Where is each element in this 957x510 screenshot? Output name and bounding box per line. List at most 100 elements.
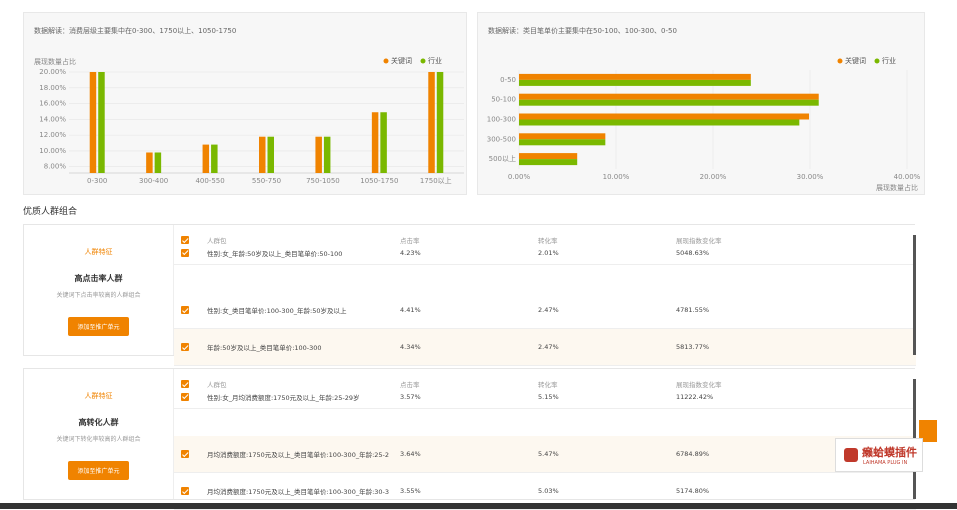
x-axis-label: 展现数量占比 [876, 183, 918, 192]
cell: 4.23% [400, 248, 421, 257]
checkbox [181, 306, 189, 314]
header-cell: 展现指数变化率 [676, 381, 722, 389]
y-tick-label: 8.00% [44, 163, 67, 171]
x-tick-label: 10.00% [603, 173, 630, 181]
feature-label: 人群特征 [84, 248, 113, 256]
checkbox [181, 380, 189, 388]
bar [436, 72, 444, 173]
bar [146, 152, 153, 173]
bar [519, 133, 606, 140]
x-tick-label: 400-550 [195, 177, 224, 185]
table-header: 人群包 点击率 转化率 展现指数变化率 [174, 369, 916, 399]
bar [519, 159, 578, 166]
feature-label: 人群特征 [84, 392, 113, 400]
group-description: 关键词下转化率较高的人群组合 [56, 436, 141, 443]
section-title: 优质人群组合 [23, 207, 78, 217]
bar [211, 144, 218, 173]
x-tick-label: 750-1050 [306, 177, 340, 185]
cell: 性别:女_类目笔单价:100-300_年龄:50岁及以上 [207, 307, 347, 315]
group-info: 人群特征 高点击率人群 关键词下点击率较高的人群组合 添加至推广单元 [24, 225, 173, 355]
checkbox [181, 487, 189, 495]
cell: 5174.80% [676, 487, 710, 495]
y-tick-label: 16.00% [39, 100, 66, 108]
bar [323, 136, 331, 173]
table-row: 性别:女_年龄:50岁及以上_类目笔单价:50-100 4.23% 2.01% 504… [174, 241, 916, 265]
legend-swatch [420, 58, 426, 64]
crowd-table: 人群包 点击率 转化率 展现指数变化率 性别:女_年龄:50岁及以上_类目笔单价:50-… [173, 225, 916, 366]
bar [519, 153, 578, 160]
y-tick-label: 12.00% [39, 131, 66, 139]
bar [519, 113, 810, 120]
bar [315, 136, 322, 173]
y-tick-label: 0-50 [500, 76, 516, 84]
bar [259, 136, 266, 173]
plugin-badge[interactable]: 癞蛤蟆插件 LAIHAMA PLUG IN [835, 438, 923, 472]
y-tick-label: 20.00% [39, 68, 66, 76]
group-info: 人群特征 高转化人群 关键词下转化率较高的人群组合 添加至推广单元 [24, 369, 173, 499]
bar [380, 112, 387, 173]
checkbox [181, 236, 189, 244]
bar [267, 136, 274, 173]
group-name: 高点击率人群 [74, 274, 123, 283]
bar [519, 73, 751, 80]
y-tick-label: 300-500 [487, 135, 516, 143]
cell: 4781.55% [676, 306, 710, 314]
header-cell: 人群包 [207, 381, 227, 389]
cell: 月均消费额度:1750元及以上_类目笔单价:100-300_年龄:25-2 [207, 451, 390, 459]
add-button[interactable]: 添加至推广单元 [68, 317, 129, 336]
group-card: 人群特征 高转化人群 关键词下转化率较高的人群组合 添加至推广单元 人群包 点击率 转化率 展… [23, 368, 916, 510]
cell: 3.55% [400, 487, 421, 495]
y-tick-label: 500以上 [489, 154, 516, 163]
table-row: 性别:女_月均消费额度:1750元及以上_年龄:25-29岁 3.57% 5.15%… [174, 385, 916, 409]
x-tick-label: 0-300 [87, 177, 107, 185]
bottom-bar [0, 503, 957, 509]
cell: 5048.63% [676, 248, 710, 257]
y-tick-label: 18.00% [39, 84, 66, 92]
chart-panel: 数据解读：类目笔单价主要集中在50-100、100-300、0-50 行业 关键词 0… [477, 12, 925, 195]
cell: 4.41% [400, 306, 421, 314]
chart-panel: 数据解读：消费层级主要集中在0-300、1750以上、1050-1750 展现数量… [23, 12, 467, 195]
cell: 年龄:50岁及以上_类目笔单价:100-300 [207, 344, 322, 352]
cell: 性别:女_年龄:50岁及以上_类目笔单价:50-100 [207, 249, 343, 258]
y-tick-label: 14.00% [39, 115, 66, 123]
header-cell: 人群包 [207, 237, 227, 245]
chart-title: 数据解读：消费层级主要集中在0-300、1750以上、1050-1750 [34, 26, 236, 35]
bar [519, 99, 819, 106]
checkbox [181, 450, 189, 458]
plugin-icon [844, 448, 858, 462]
x-tick-label: 300-400 [139, 177, 168, 185]
scrollbar [913, 235, 916, 355]
x-tick-label: 40.00% [894, 173, 921, 181]
header-cell: 点击率 [400, 237, 420, 245]
bar [519, 79, 751, 86]
x-tick-label: 0.00% [508, 173, 531, 181]
cell: 5813.77% [676, 343, 710, 351]
table-header: 人群包 点击率 转化率 展现指数变化率 [174, 225, 916, 255]
cell: 5.03% [538, 487, 559, 495]
y-tick-label: 50-100 [491, 96, 516, 104]
plugin-name: 癞蛤蟆插件 [862, 446, 917, 459]
cell: 11222.42% [676, 392, 714, 401]
crowd-table: 人群包 点击率 转化率 展现指数变化率 性别:女_月均消费额度:1750元及以上_年龄:… [173, 369, 916, 510]
cell: 6784.89% [676, 450, 710, 458]
bar [428, 72, 435, 173]
checkbox [181, 392, 189, 401]
legend-label: 关键词 [391, 56, 412, 65]
cell: 5.47% [538, 450, 559, 458]
header-cell: 点击率 [400, 381, 420, 389]
checkbox [181, 343, 189, 351]
bar [89, 72, 97, 173]
y-axis-label: 展现数量占比 [34, 57, 76, 66]
add-button[interactable]: 添加至推广单元 [68, 461, 129, 480]
bar [519, 139, 606, 146]
x-tick-label: 1050-1750 [360, 177, 398, 185]
legend-swatch [837, 58, 843, 64]
y-tick-label: 10.00% [39, 147, 66, 155]
side-button[interactable] [919, 420, 937, 442]
cell: 2.47% [538, 343, 559, 351]
x-tick-label: 30.00% [797, 173, 824, 181]
cell: 月均消费额度:1750元及以上_类目笔单价:100-300_年龄:30-3 [207, 488, 390, 496]
legend-label: 行业 [882, 56, 896, 65]
cell: 3.64% [400, 450, 421, 458]
